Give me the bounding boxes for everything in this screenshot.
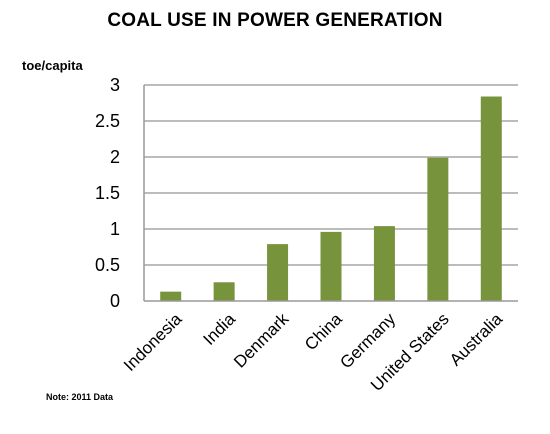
x-tick-label: Indonesia: [120, 309, 186, 375]
bar-germany: [373, 226, 395, 301]
bar-china: [320, 231, 342, 301]
chart-title: COAL USE IN POWER GENERATION: [107, 10, 443, 31]
bar-united-states: [427, 157, 449, 301]
bar-indonesia: [160, 291, 182, 301]
y-tick-label: 0: [110, 291, 120, 311]
y-tick-label: 1: [110, 219, 120, 239]
bar-australia: [480, 96, 502, 302]
y-tick-label: 2.5: [95, 111, 120, 131]
y-tick-label: 1.5: [95, 183, 120, 203]
y-tick-label: 2: [110, 147, 120, 167]
x-tick-label: Australia: [446, 309, 507, 370]
footnote: Note: 2011 Data: [46, 392, 114, 402]
y-tick-label: 3: [110, 75, 120, 95]
bar-india: [213, 282, 235, 301]
bars: [160, 96, 502, 302]
x-tick-label: China: [301, 309, 346, 354]
y-tick-labels: 0 0.5 1 1.5 2 2.5 3: [95, 75, 120, 311]
axes: [143, 85, 518, 302]
y-unit-label: toe/capita: [22, 58, 83, 73]
bar-denmark: [267, 244, 289, 301]
x-tick-label: India: [199, 309, 239, 349]
x-tick-label: Denmark: [230, 309, 293, 372]
y-tick-label: 0.5: [95, 255, 120, 275]
